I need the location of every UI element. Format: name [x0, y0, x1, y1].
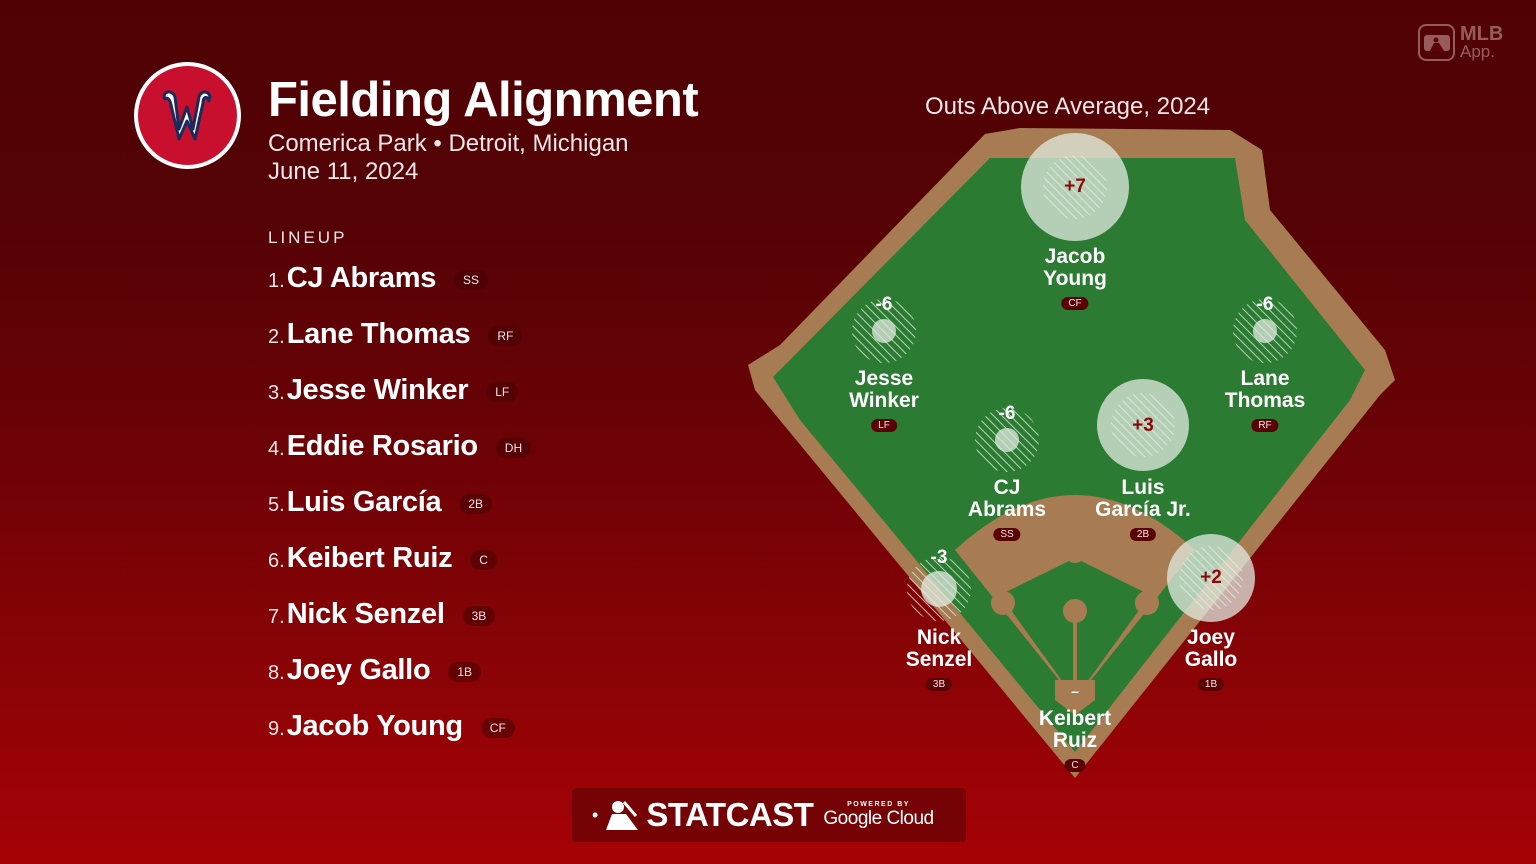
player-last-name: García Jr. [1095, 498, 1191, 521]
player-last-name: Gallo [1184, 648, 1238, 671]
mlb-logo-icon [1418, 24, 1455, 61]
player-last-name: Young [1043, 267, 1107, 290]
page-title: Fielding Alignment [268, 73, 699, 127]
lineup-number: 9. [268, 717, 285, 740]
statcast-wordmark: STATCAST [646, 796, 814, 833]
player-first-name: Nick [916, 626, 962, 649]
field-player-1b: Joey Gallo [1185, 627, 1238, 671]
player-first-name: Joey [1187, 626, 1235, 649]
lineup-player-name: Keibert Ruiz [286, 541, 453, 574]
lineup-number: 5. [268, 493, 285, 516]
oaa-value-lf: -6 [875, 294, 893, 315]
lineup-item: 7. Nick Senzel 3B [268, 594, 496, 634]
lineup-player-name: Lane Thomas [286, 317, 471, 350]
position-badge: CF [480, 718, 515, 738]
team-logo [134, 62, 241, 169]
oaa-value-rf: -6 [1256, 294, 1274, 315]
game-date: June 11, 2024 [268, 158, 419, 185]
field-position-badge-lf: LF [871, 419, 897, 432]
lineup-number: 4. [268, 437, 285, 460]
position-badge: 3B [462, 606, 496, 626]
field-position-badge-rf: RF [1251, 419, 1279, 432]
nationals-w-icon [162, 90, 211, 140]
dot-icon: • [592, 804, 599, 825]
oaa-value-3b: -3 [930, 547, 948, 568]
lineup-player-name: CJ Abrams [286, 261, 437, 294]
position-badge: RF [488, 326, 523, 346]
player-first-name: Jacob [1044, 245, 1106, 268]
oaa-value-ss: -6 [998, 403, 1016, 424]
field-player-c: Keibert Ruiz [1039, 708, 1111, 752]
field-player-rf: Lane Thomas [1225, 368, 1306, 412]
oaa-value-2b: +3 [1132, 415, 1154, 436]
lineup-player-name: Nick Senzel [286, 597, 445, 630]
mlb-app-subtitle: App. [1460, 41, 1495, 61]
position-badge: 1B [448, 662, 482, 682]
player-first-name: Jesse [854, 367, 914, 390]
field-player-cf: Jacob Young [1043, 246, 1107, 290]
position-badge: 2B [459, 494, 493, 514]
chart-title: Outs Above Average, 2024 [925, 93, 1211, 120]
statcast-banner: • STATCAST POWERED BY Google Cloud [572, 788, 966, 842]
outfield-grass [773, 158, 1365, 752]
lineup-player-name: Jesse Winker [286, 373, 469, 406]
position-badge: DH [495, 438, 532, 458]
player-last-name: Winker [849, 389, 919, 412]
field-position-badge-c: C [1064, 759, 1086, 772]
mlb-batter-icon [606, 801, 639, 830]
field-position-badge-2b: 2B [1129, 528, 1157, 541]
field-player-lf: Jesse Winker [849, 368, 919, 412]
lineup-item: 2. Lane Thomas RF [268, 314, 523, 354]
home-plate-area [1055, 680, 1095, 715]
lineup-number: 1. [268, 269, 285, 292]
oaa-value-1b: +2 [1200, 567, 1222, 588]
lineup-item: 1. CJ Abrams SS [268, 258, 489, 298]
lineup-item: 3. Jesse Winker LF [268, 370, 519, 410]
position-badge: LF [486, 382, 519, 402]
field-player-2b: Luis García Jr. [1095, 477, 1191, 521]
position-badge: SS [454, 270, 489, 290]
position-badge: C [470, 550, 497, 570]
field-player-ss: CJ Abrams [968, 477, 1046, 521]
field-position-badge-cf: CF [1061, 297, 1089, 310]
lineup-number: 7. [268, 605, 285, 628]
venue-text: Comerica Park • Detroit, Michigan [268, 130, 629, 157]
lineup-player-name: Luis García [286, 485, 442, 518]
lineup-number: 2. [268, 325, 285, 348]
powered-by-text: POWERED BY [847, 800, 910, 808]
field-position-badge-1b: 1B [1197, 678, 1225, 691]
mlb-app-logo: MLB App. [1418, 24, 1503, 61]
player-first-name: Lane [1240, 367, 1290, 390]
oaa-value-cf: +7 [1064, 176, 1086, 197]
player-last-name: Senzel [905, 648, 973, 671]
player-first-name: Luis [1121, 476, 1165, 499]
lineup-item: 9. Jacob Young CF [268, 706, 515, 746]
player-last-name: Ruiz [1052, 729, 1098, 752]
lineup-player-name: Eddie Rosario [286, 429, 478, 462]
lineup-number: 3. [268, 381, 285, 404]
field-player-3b: Nick Senzel [906, 627, 973, 671]
field-position-badge-ss: SS [993, 528, 1021, 541]
mlb-app-title: MLB [1460, 22, 1504, 45]
lineup-item: 6. Keibert Ruiz C [268, 538, 497, 578]
player-last-name: Abrams [967, 498, 1047, 521]
player-last-name: Thomas [1224, 389, 1306, 412]
lineup-item: 8. Joey Gallo 1B [268, 650, 482, 690]
lineup-number: 8. [268, 661, 285, 684]
field-position-badge-3b: 3B [925, 678, 953, 691]
google-cloud-wordmark: Google Cloud [823, 807, 934, 829]
lineup-player-name: Joey Gallo [286, 653, 431, 686]
lineup-item: 4. Eddie Rosario DH [268, 426, 532, 466]
oaa-value-c: – [1071, 683, 1079, 699]
player-first-name: CJ [993, 476, 1021, 499]
lineup-number: 6. [268, 549, 285, 572]
lineup-heading: LINEUP [268, 228, 348, 247]
lineup-item: 5. Luis García 2B [268, 482, 493, 522]
lineup-player-name: Jacob Young [286, 709, 463, 742]
player-first-name: Keibert [1038, 707, 1112, 730]
